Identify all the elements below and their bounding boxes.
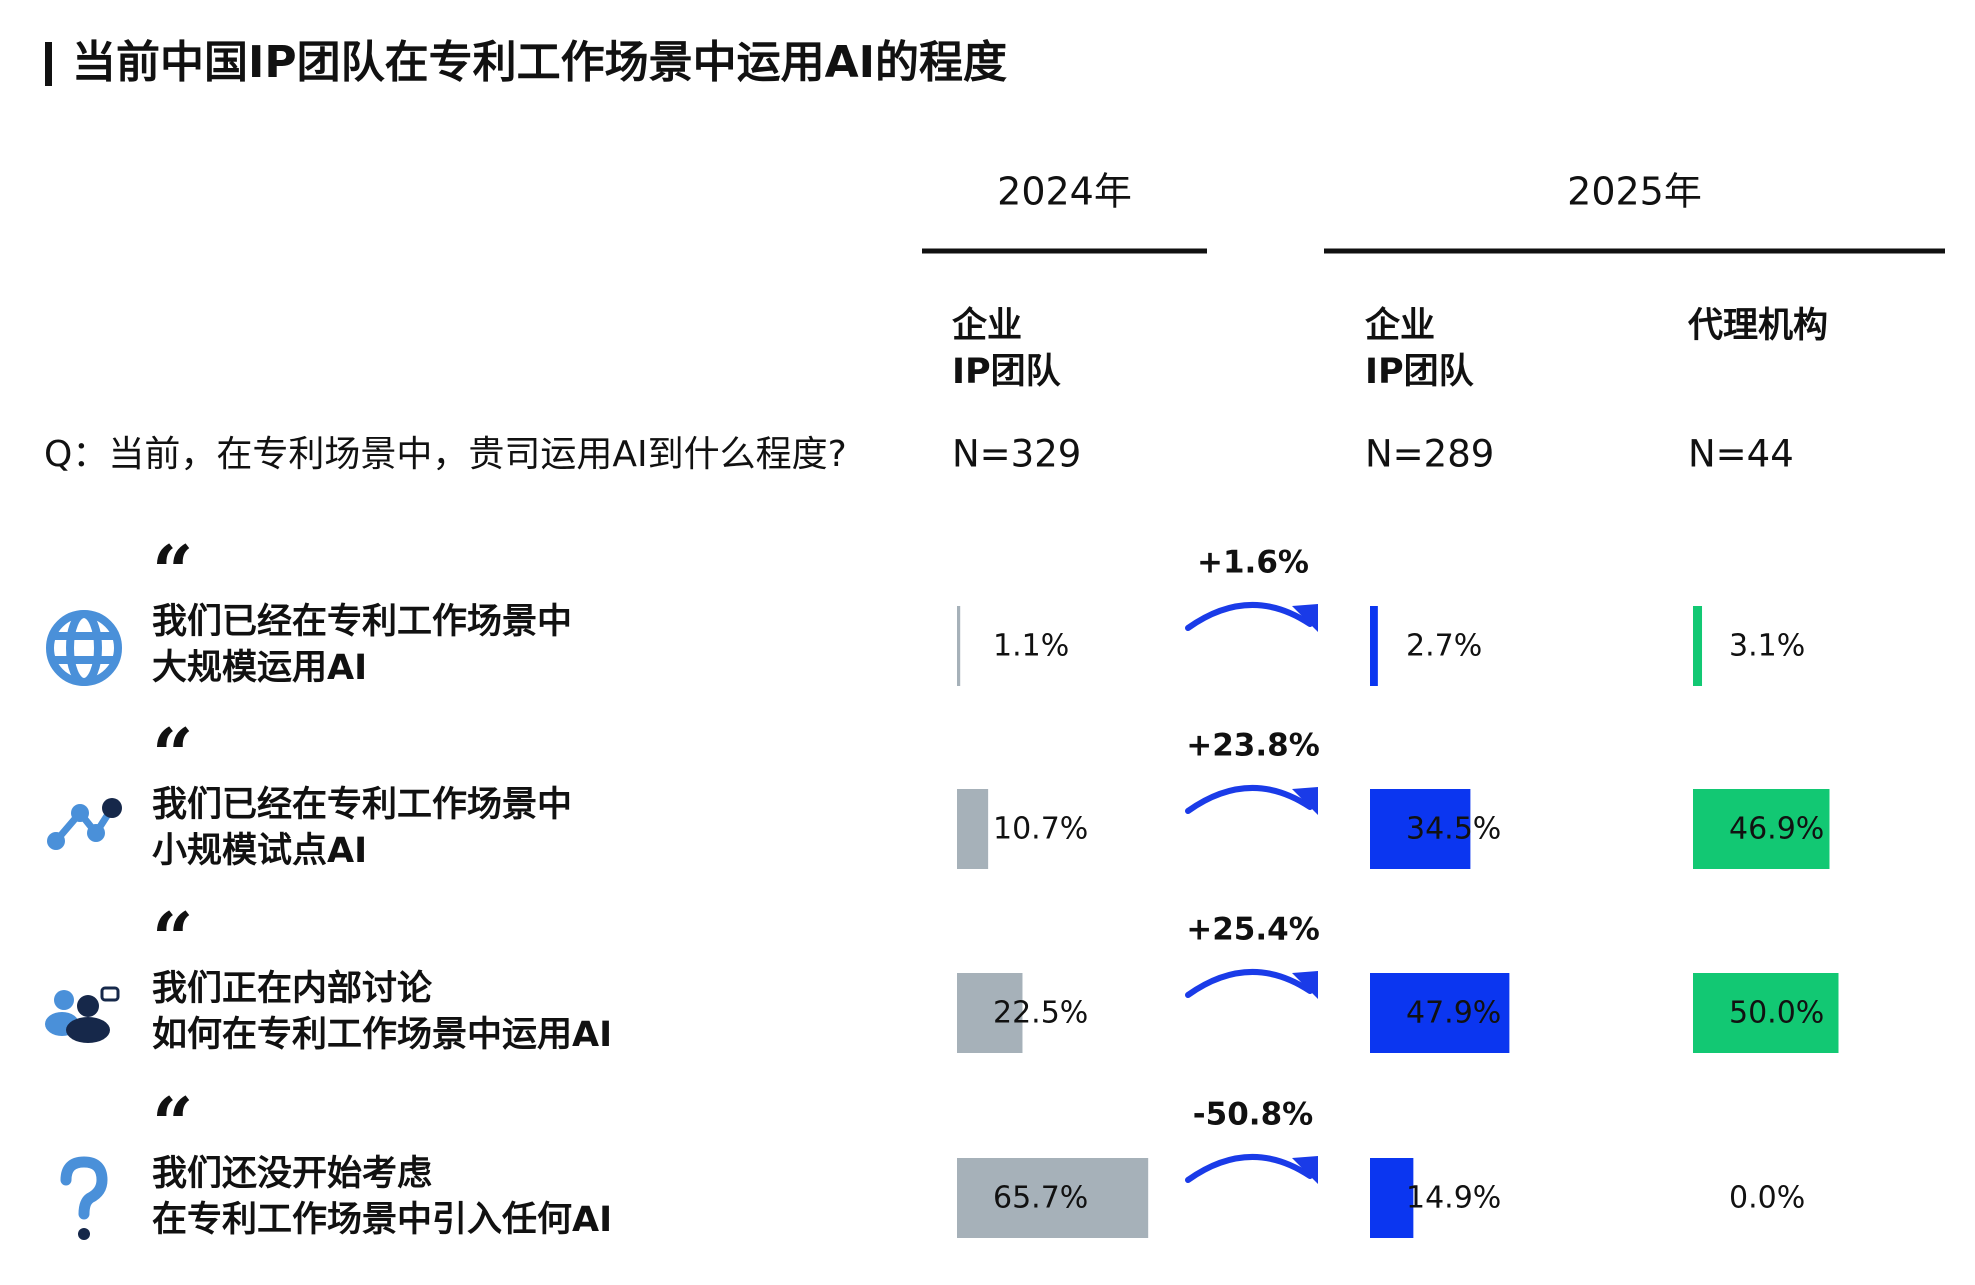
- bar: [1370, 606, 1378, 686]
- quote-mark: “: [152, 529, 193, 614]
- value-label: 0.0%: [1729, 1181, 1805, 1216]
- value-label: 14.9%: [1406, 1181, 1501, 1216]
- change-arrow: [1185, 785, 1313, 814]
- quote-mark: “: [152, 896, 193, 981]
- change-arrow: [1185, 1154, 1313, 1183]
- value-label: 1.1%: [993, 629, 1069, 664]
- icon-people: [45, 986, 120, 1043]
- icon-network: [47, 798, 122, 850]
- value-label: 10.7%: [993, 812, 1088, 847]
- bar: [957, 973, 1023, 1053]
- category-label: 我们正在内部讨论: [152, 969, 433, 1009]
- category-label: 我们已经在专利工作场景中: [152, 785, 572, 825]
- series-name: IP团队: [952, 352, 1062, 392]
- series-n: N=329: [952, 433, 1081, 476]
- value-label: 50.0%: [1729, 996, 1824, 1031]
- category-label: 在专利工作场景中引入任何AI: [152, 1200, 612, 1240]
- icon-globe: [46, 610, 122, 686]
- category-label: 如何在专利工作场景中运用AI: [152, 1015, 612, 1055]
- bar: [957, 789, 989, 869]
- question: Q：当前，在专利场景中，贵司运用AI到什么程度?: [44, 434, 847, 475]
- change-arrowhead: [1292, 971, 1318, 999]
- series-name: IP团队: [1365, 352, 1475, 392]
- chart-title: 当前中国IP团队在专利工作场景中运用AI的程度: [72, 37, 1007, 88]
- series-name: 企业: [952, 305, 1022, 346]
- value-label: 65.7%: [993, 1181, 1088, 1216]
- bar: [1370, 973, 1510, 1053]
- change-arrowhead: [1292, 604, 1318, 632]
- year-label: 2025年: [1567, 170, 1702, 214]
- change-label: +1.6%: [1197, 545, 1309, 581]
- value-label: 3.1%: [1729, 629, 1805, 664]
- change-label: +23.8%: [1186, 728, 1320, 764]
- value-label: 47.9%: [1406, 996, 1501, 1031]
- category-label: 大规模运用AI: [152, 648, 367, 688]
- value-label: 46.9%: [1729, 812, 1824, 847]
- change-arrow: [1185, 602, 1313, 631]
- quote-mark: “: [152, 1081, 193, 1166]
- bar: [1370, 789, 1471, 869]
- bar: [1370, 1158, 1414, 1238]
- category-label: 小规模试点AI: [152, 831, 367, 871]
- series-name: 代理机构: [1687, 306, 1828, 346]
- quote-mark: “: [152, 712, 193, 797]
- change-arrowhead: [1292, 1156, 1318, 1184]
- bar: [957, 1158, 1149, 1238]
- change-arrow: [1185, 969, 1313, 998]
- change-label: +25.4%: [1186, 912, 1320, 948]
- title-marker: [45, 42, 52, 86]
- change-arrowhead: [1292, 787, 1318, 815]
- series-n: N=44: [1688, 433, 1794, 476]
- series-name: 企业: [1365, 305, 1435, 346]
- icon-question: [60, 1156, 108, 1240]
- change-label: -50.8%: [1193, 1097, 1313, 1133]
- category-label: 我们还没开始考虑: [152, 1154, 432, 1194]
- year-label: 2024年: [997, 170, 1132, 214]
- value-label: 34.5%: [1406, 812, 1501, 847]
- series-n: N=289: [1365, 433, 1494, 476]
- category-label: 我们已经在专利工作场景中: [152, 602, 572, 642]
- value-label: 22.5%: [993, 996, 1088, 1031]
- bar: [1693, 606, 1703, 686]
- bar: [957, 606, 961, 686]
- bar: [1693, 973, 1839, 1053]
- value-label: 2.7%: [1406, 629, 1482, 664]
- bar: [1693, 789, 1830, 869]
